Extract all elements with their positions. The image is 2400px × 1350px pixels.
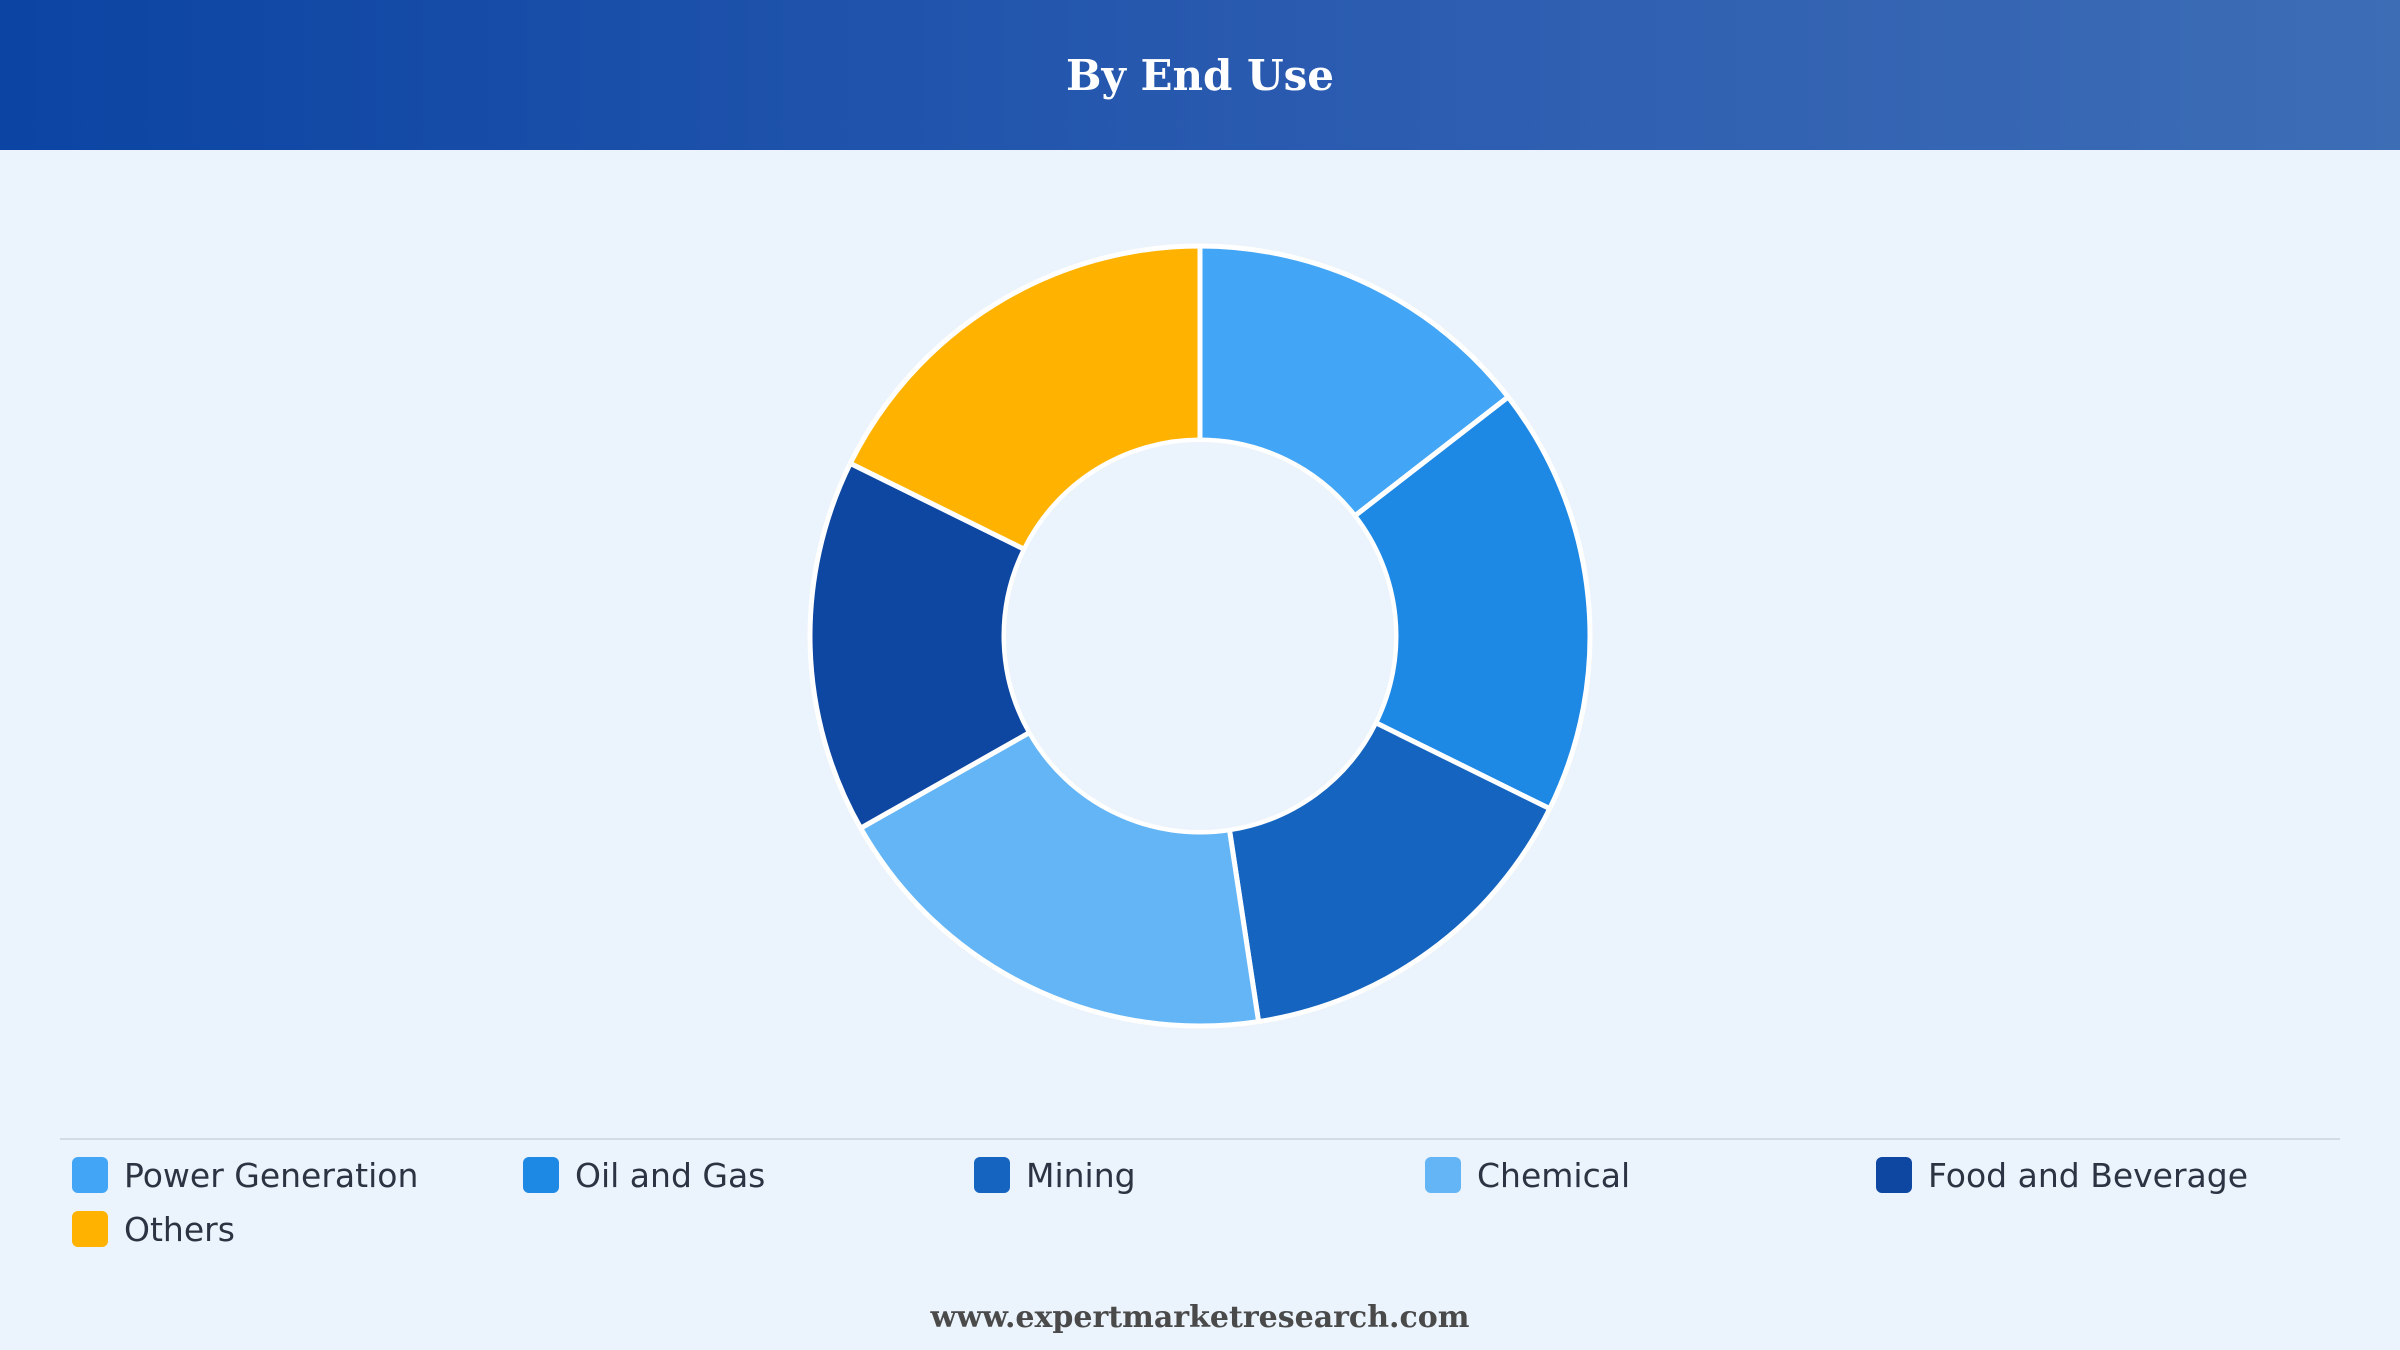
legend-label: Oil and Gas: [575, 1155, 766, 1195]
header-banner: By End Use: [0, 0, 2400, 150]
slice-food-and-beverage[interactable]: [807, 460, 1032, 831]
legend-item-oil-and-gas[interactable]: Oil and Gas: [523, 1155, 765, 1195]
chart-title: By End Use: [1065, 50, 1335, 100]
legend-divider: [60, 1138, 2340, 1140]
slice-mining[interactable]: [1226, 720, 1553, 1025]
legend-item-power-generation[interactable]: Power Generation: [72, 1155, 418, 1195]
legend-swatch: [974, 1157, 1010, 1193]
legend-swatch: [72, 1157, 108, 1193]
legend-item-others[interactable]: Others: [72, 1209, 235, 1249]
legend-swatch: [72, 1211, 108, 1247]
donut-hole: [1006, 442, 1394, 830]
legend-item-chemical[interactable]: Chemical: [1425, 1155, 1630, 1195]
slice-power-generation[interactable]: [1197, 243, 1511, 519]
legend-label: Food and Beverage: [1928, 1155, 2249, 1195]
legend-label: Power Generation: [124, 1155, 419, 1195]
legend-swatch: [1425, 1157, 1461, 1193]
slice-oil-and-gas[interactable]: [1352, 394, 1593, 812]
legend-label: Mining: [1026, 1155, 1136, 1195]
legend-label: Chemical: [1477, 1155, 1631, 1195]
legend-item-mining[interactable]: Mining: [974, 1155, 1136, 1195]
footer-source: www.expertmarketresearch.com: [930, 1300, 1470, 1335]
slice-chemical[interactable]: [858, 730, 1262, 1029]
slice-others[interactable]: [847, 243, 1203, 552]
legend-label: Others: [124, 1209, 235, 1249]
legend-swatch: [1876, 1157, 1912, 1193]
legend-swatch: [523, 1157, 559, 1193]
legend-item-food-and-beverage[interactable]: Food and Beverage: [1876, 1155, 2248, 1195]
